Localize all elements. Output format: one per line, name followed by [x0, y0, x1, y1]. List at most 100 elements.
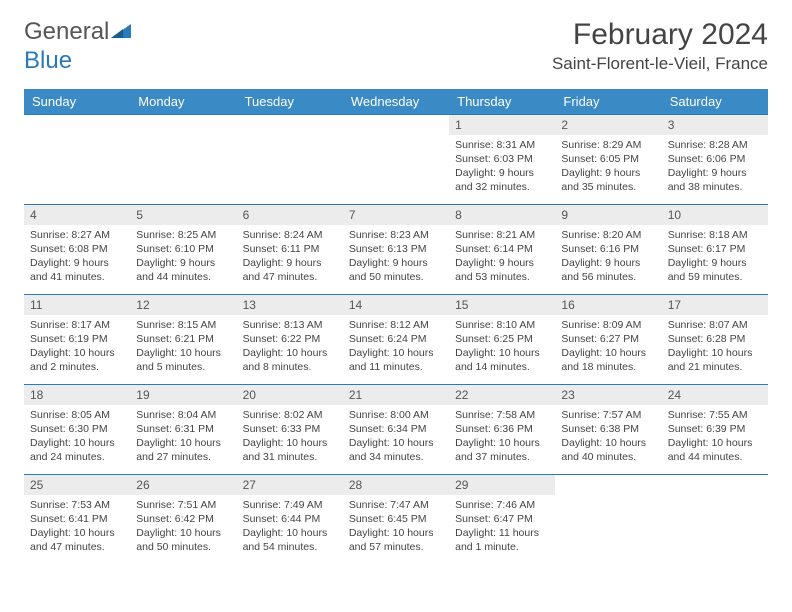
logo-text: General Blue [24, 18, 133, 75]
day-cell [343, 114, 449, 204]
day-details: Sunrise: 8:02 AMSunset: 6:33 PMDaylight:… [237, 405, 343, 471]
day-details: Sunrise: 8:29 AMSunset: 6:05 PMDaylight:… [555, 135, 661, 201]
day-details: Sunrise: 8:23 AMSunset: 6:13 PMDaylight:… [343, 225, 449, 291]
week-row: 4Sunrise: 8:27 AMSunset: 6:08 PMDaylight… [24, 204, 768, 294]
day-details: Sunrise: 8:17 AMSunset: 6:19 PMDaylight:… [24, 315, 130, 381]
day-number: 16 [555, 295, 661, 315]
calendar-body: 1Sunrise: 8:31 AMSunset: 6:03 PMDaylight… [24, 114, 768, 564]
day-cell: 6Sunrise: 8:24 AMSunset: 6:11 PMDaylight… [237, 204, 343, 294]
day-cell: 8Sunrise: 8:21 AMSunset: 6:14 PMDaylight… [449, 204, 555, 294]
day-cell: 22Sunrise: 7:58 AMSunset: 6:36 PMDayligh… [449, 384, 555, 474]
day-number: 19 [130, 385, 236, 405]
day-cell: 29Sunrise: 7:46 AMSunset: 6:47 PMDayligh… [449, 474, 555, 564]
week-row: 11Sunrise: 8:17 AMSunset: 6:19 PMDayligh… [24, 294, 768, 384]
day-cell: 9Sunrise: 8:20 AMSunset: 6:16 PMDaylight… [555, 204, 661, 294]
day-details: Sunrise: 8:00 AMSunset: 6:34 PMDaylight:… [343, 405, 449, 471]
day-cell [130, 114, 236, 204]
day-cell: 11Sunrise: 8:17 AMSunset: 6:19 PMDayligh… [24, 294, 130, 384]
day-cell: 27Sunrise: 7:49 AMSunset: 6:44 PMDayligh… [237, 474, 343, 564]
day-number: 20 [237, 385, 343, 405]
day-number: 1 [449, 115, 555, 135]
day-of-week-header: Wednesday [343, 89, 449, 115]
day-cell: 15Sunrise: 8:10 AMSunset: 6:25 PMDayligh… [449, 294, 555, 384]
location: Saint-Florent-le-Vieil, France [552, 54, 768, 74]
day-details: Sunrise: 8:21 AMSunset: 6:14 PMDaylight:… [449, 225, 555, 291]
day-details: Sunrise: 8:05 AMSunset: 6:30 PMDaylight:… [24, 405, 130, 471]
day-number: 8 [449, 205, 555, 225]
logo-part2: Blue [24, 47, 72, 74]
day-cell: 18Sunrise: 8:05 AMSunset: 6:30 PMDayligh… [24, 384, 130, 474]
day-details: Sunrise: 7:57 AMSunset: 6:38 PMDaylight:… [555, 405, 661, 471]
day-details: Sunrise: 7:58 AMSunset: 6:36 PMDaylight:… [449, 405, 555, 471]
day-number: 9 [555, 205, 661, 225]
day-details: Sunrise: 8:07 AMSunset: 6:28 PMDaylight:… [662, 315, 768, 381]
day-number: 18 [24, 385, 130, 405]
day-cell: 14Sunrise: 8:12 AMSunset: 6:24 PMDayligh… [343, 294, 449, 384]
day-of-week-header: Thursday [449, 89, 555, 115]
day-number: 2 [555, 115, 661, 135]
day-of-week-header: Monday [130, 89, 236, 115]
day-number: 12 [130, 295, 236, 315]
day-cell: 24Sunrise: 7:55 AMSunset: 6:39 PMDayligh… [662, 384, 768, 474]
day-details: Sunrise: 8:28 AMSunset: 6:06 PMDaylight:… [662, 135, 768, 201]
day-details: Sunrise: 8:18 AMSunset: 6:17 PMDaylight:… [662, 225, 768, 291]
day-details: Sunrise: 7:55 AMSunset: 6:39 PMDaylight:… [662, 405, 768, 471]
day-number: 23 [555, 385, 661, 405]
day-number: 10 [662, 205, 768, 225]
title-block: February 2024 Saint-Florent-le-Vieil, Fr… [552, 18, 768, 74]
day-of-week-header: Tuesday [237, 89, 343, 115]
day-number: 11 [24, 295, 130, 315]
day-details: Sunrise: 7:51 AMSunset: 6:42 PMDaylight:… [130, 495, 236, 561]
day-cell: 5Sunrise: 8:25 AMSunset: 6:10 PMDaylight… [130, 204, 236, 294]
day-details: Sunrise: 8:10 AMSunset: 6:25 PMDaylight:… [449, 315, 555, 381]
day-details: Sunrise: 7:49 AMSunset: 6:44 PMDaylight:… [237, 495, 343, 561]
day-cell: 26Sunrise: 7:51 AMSunset: 6:42 PMDayligh… [130, 474, 236, 564]
day-number: 6 [237, 205, 343, 225]
day-number: 25 [24, 475, 130, 495]
week-row: 1Sunrise: 8:31 AMSunset: 6:03 PMDaylight… [24, 114, 768, 204]
day-number: 14 [343, 295, 449, 315]
day-number: 17 [662, 295, 768, 315]
day-number: 13 [237, 295, 343, 315]
day-cell [237, 114, 343, 204]
day-details: Sunrise: 8:27 AMSunset: 6:08 PMDaylight:… [24, 225, 130, 291]
day-number: 15 [449, 295, 555, 315]
day-number: 26 [130, 475, 236, 495]
day-cell: 7Sunrise: 8:23 AMSunset: 6:13 PMDaylight… [343, 204, 449, 294]
day-details: Sunrise: 8:13 AMSunset: 6:22 PMDaylight:… [237, 315, 343, 381]
day-cell [24, 114, 130, 204]
day-cell: 13Sunrise: 8:13 AMSunset: 6:22 PMDayligh… [237, 294, 343, 384]
day-cell [662, 474, 768, 564]
day-number: 29 [449, 475, 555, 495]
day-number: 4 [24, 205, 130, 225]
day-cell: 12Sunrise: 8:15 AMSunset: 6:21 PMDayligh… [130, 294, 236, 384]
header: General Blue February 2024 Saint-Florent… [24, 18, 768, 75]
day-details: Sunrise: 8:04 AMSunset: 6:31 PMDaylight:… [130, 405, 236, 471]
day-cell [555, 474, 661, 564]
day-details: Sunrise: 8:12 AMSunset: 6:24 PMDaylight:… [343, 315, 449, 381]
calendar-table: SundayMondayTuesdayWednesdayThursdayFrid… [24, 89, 768, 565]
day-cell: 19Sunrise: 8:04 AMSunset: 6:31 PMDayligh… [130, 384, 236, 474]
day-details: Sunrise: 7:46 AMSunset: 6:47 PMDaylight:… [449, 495, 555, 561]
logo-triangle-icon [111, 19, 133, 47]
day-details: Sunrise: 8:31 AMSunset: 6:03 PMDaylight:… [449, 135, 555, 201]
day-number: 7 [343, 205, 449, 225]
day-cell: 4Sunrise: 8:27 AMSunset: 6:08 PMDaylight… [24, 204, 130, 294]
week-row: 18Sunrise: 8:05 AMSunset: 6:30 PMDayligh… [24, 384, 768, 474]
day-cell: 25Sunrise: 7:53 AMSunset: 6:41 PMDayligh… [24, 474, 130, 564]
day-of-week-header: Sunday [24, 89, 130, 115]
day-cell: 28Sunrise: 7:47 AMSunset: 6:45 PMDayligh… [343, 474, 449, 564]
day-of-week-header: Saturday [662, 89, 768, 115]
day-cell: 2Sunrise: 8:29 AMSunset: 6:05 PMDaylight… [555, 114, 661, 204]
day-of-week-header: Friday [555, 89, 661, 115]
day-cell: 3Sunrise: 8:28 AMSunset: 6:06 PMDaylight… [662, 114, 768, 204]
day-cell: 10Sunrise: 8:18 AMSunset: 6:17 PMDayligh… [662, 204, 768, 294]
day-details: Sunrise: 8:15 AMSunset: 6:21 PMDaylight:… [130, 315, 236, 381]
day-number: 21 [343, 385, 449, 405]
day-cell: 16Sunrise: 8:09 AMSunset: 6:27 PMDayligh… [555, 294, 661, 384]
day-number: 5 [130, 205, 236, 225]
day-details: Sunrise: 7:53 AMSunset: 6:41 PMDaylight:… [24, 495, 130, 561]
month-title: February 2024 [552, 18, 768, 52]
day-number: 27 [237, 475, 343, 495]
day-number: 22 [449, 385, 555, 405]
